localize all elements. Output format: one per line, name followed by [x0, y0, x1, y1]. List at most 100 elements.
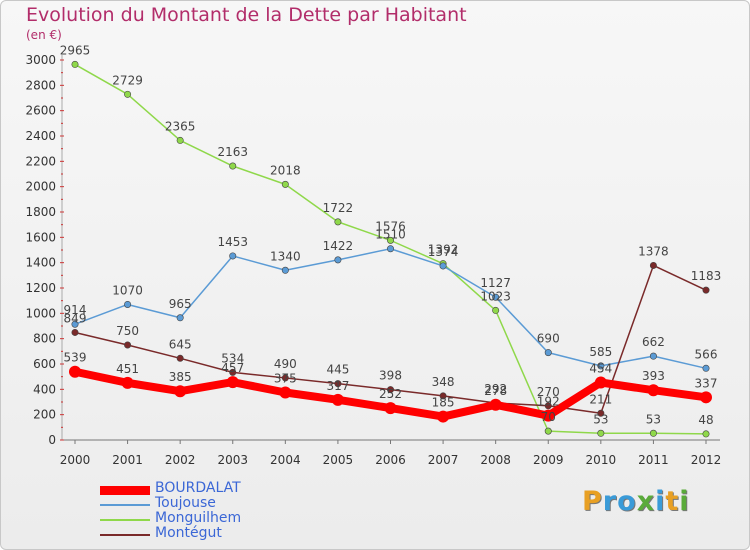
- legend-label: Monguilhem: [155, 510, 242, 526]
- x-tick-label: 2002: [165, 453, 196, 467]
- y-tick-label: 800: [33, 332, 56, 346]
- series-monguilhem: [71, 60, 710, 438]
- data-label: 48: [698, 413, 713, 427]
- data-label: 385: [169, 370, 192, 384]
- data-point: [176, 136, 184, 144]
- data-point: [702, 430, 710, 438]
- data-point: [544, 402, 552, 410]
- series-layer: [69, 60, 712, 438]
- data-point: [386, 386, 394, 394]
- data-point: [597, 409, 605, 417]
- data-point: [281, 374, 289, 382]
- data-label: 539: [64, 351, 87, 365]
- x-tick-label: 2000: [60, 453, 91, 467]
- data-point: [281, 266, 289, 274]
- data-point: [649, 429, 657, 437]
- series-toujouse: [71, 245, 710, 372]
- data-label: 192: [537, 395, 560, 409]
- data-label: 690: [537, 332, 560, 346]
- legend-item-bourdalat: BOURDALAT: [100, 480, 320, 498]
- y-tick-label: 1000: [25, 306, 56, 320]
- data-label: 348: [432, 375, 455, 389]
- data-point: [386, 245, 394, 253]
- data-point: [124, 300, 132, 308]
- y-tick-label: 1600: [25, 230, 56, 244]
- chart-unit-label: (en €): [26, 28, 62, 42]
- data-label: 375: [274, 372, 297, 386]
- data-label: 185: [432, 396, 455, 410]
- data-label: 1576: [375, 219, 406, 233]
- data-point: [121, 376, 134, 389]
- y-tick-label: 600: [33, 357, 56, 371]
- axes: 0 200 400 600 800 1000 1200 1400 1600 1800 2000 220…: [25, 53, 721, 467]
- data-point: [437, 410, 450, 423]
- x-tick-label: 2006: [375, 453, 406, 467]
- data-label: 317: [326, 379, 349, 393]
- data-label: 2163: [217, 145, 248, 159]
- data-label: 914: [64, 303, 87, 317]
- data-label: 1378: [638, 244, 669, 258]
- data-point: [647, 384, 660, 397]
- data-point: [279, 386, 292, 399]
- x-tick-label: 2011: [638, 453, 669, 467]
- legend-swatch: [100, 519, 150, 521]
- data-point: [71, 60, 79, 68]
- data-point: [71, 320, 79, 328]
- series-montegut: [71, 261, 710, 417]
- data-label: 1510: [375, 228, 406, 242]
- data-point: [124, 90, 132, 98]
- data-point: [700, 391, 712, 404]
- data-point: [542, 409, 555, 422]
- data-point: [229, 368, 237, 376]
- data-label: 393: [642, 369, 665, 383]
- data-point: [597, 362, 605, 370]
- data-label: 292: [484, 382, 507, 396]
- data-point: [702, 364, 710, 372]
- data-label: 70: [541, 410, 556, 424]
- data-label: 2965: [60, 43, 91, 57]
- legend-swatch: [100, 485, 150, 495]
- data-label: 662: [642, 335, 665, 349]
- data-point: [174, 385, 187, 398]
- x-tick-label: 2012: [691, 453, 722, 467]
- data-label: 534: [221, 351, 244, 365]
- data-point: [281, 180, 289, 188]
- data-point: [544, 349, 552, 357]
- data-point: [492, 293, 500, 301]
- data-point: [384, 402, 397, 415]
- data-label: 454: [589, 361, 612, 375]
- series-bourdalat: [69, 365, 712, 423]
- data-point: [597, 429, 605, 437]
- proxiti-logo: Proxiti: [582, 486, 690, 517]
- data-label: 1453: [217, 235, 248, 249]
- legend-label: BOURDALAT: [155, 480, 241, 496]
- data-point: [71, 328, 79, 336]
- data-label: 398: [379, 369, 402, 383]
- legend-label: Toujouse: [155, 495, 216, 511]
- x-tick-label: 2010: [586, 453, 617, 467]
- y-tick-label: 1800: [25, 205, 56, 219]
- data-point: [226, 376, 239, 389]
- data-label: 1183: [691, 269, 722, 283]
- y-tick-label: 2600: [25, 104, 56, 118]
- data-label: 849: [64, 311, 87, 325]
- y-tick-label: 2800: [25, 78, 56, 92]
- data-label: 1340: [270, 249, 301, 263]
- y-tick-label: 400: [33, 382, 56, 396]
- data-label: 457: [221, 361, 244, 375]
- data-label: 1070: [112, 283, 143, 297]
- y-tick-label: 0: [48, 433, 56, 447]
- data-point: [439, 392, 447, 400]
- y-tick-label: 1400: [25, 256, 56, 270]
- data-label: 1127: [480, 276, 511, 290]
- x-tick-label: 2009: [533, 453, 564, 467]
- legend-label: Montégut: [155, 525, 222, 541]
- data-label: 566: [695, 347, 718, 361]
- data-label: 451: [116, 362, 139, 376]
- data-label: 1422: [323, 239, 354, 253]
- data-label: 2729: [112, 73, 143, 87]
- data-point: [176, 354, 184, 362]
- y-tick-label: 2000: [25, 180, 56, 194]
